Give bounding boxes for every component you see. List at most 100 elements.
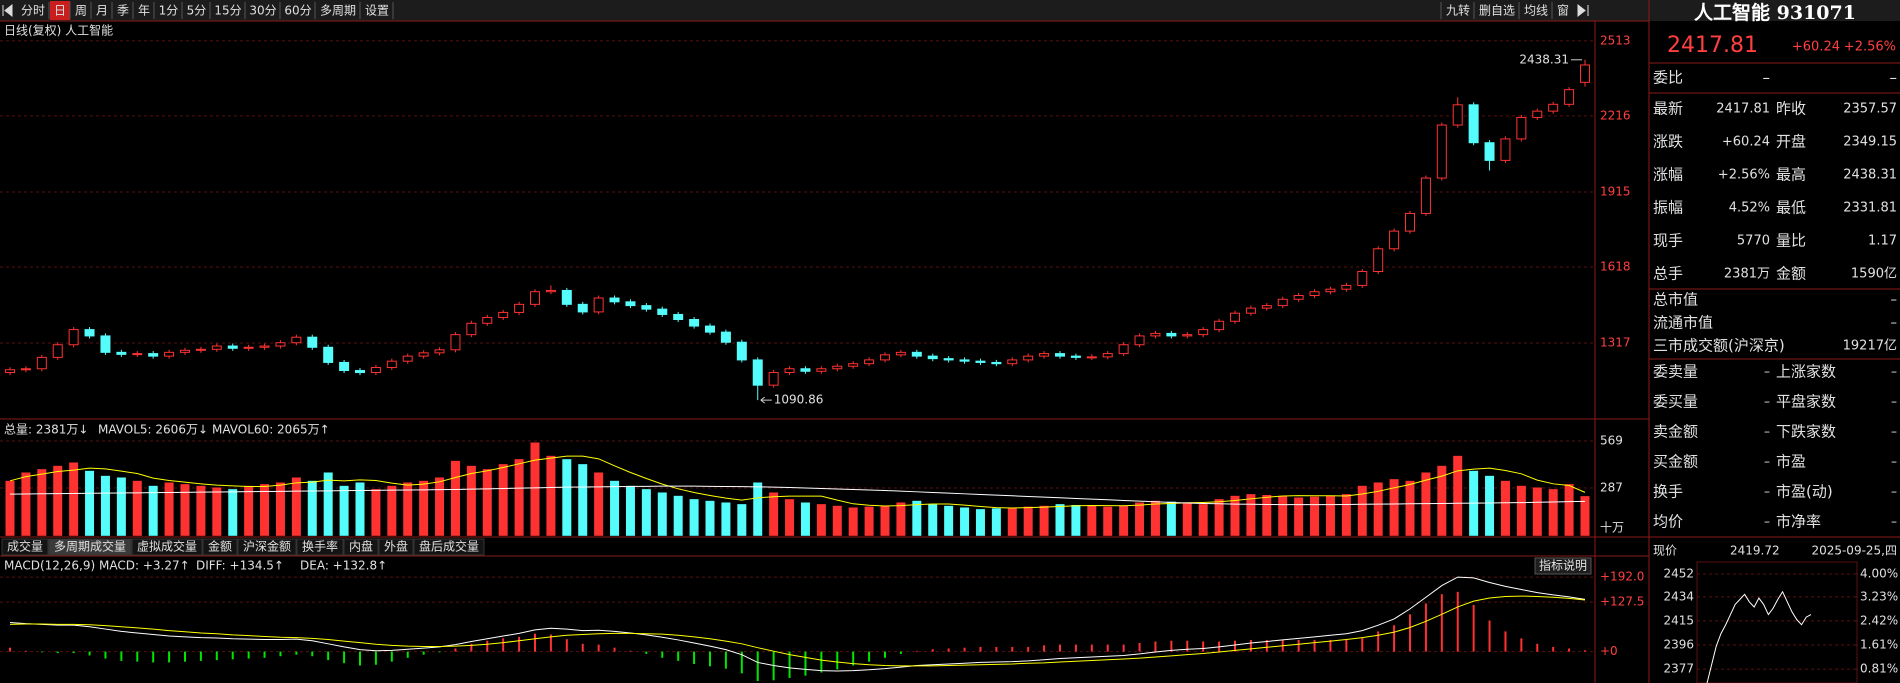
toolbar-button[interactable]: 删自选: [1479, 4, 1515, 18]
tab[interactable]: [237, 538, 297, 556]
toolbar-button[interactable]: 多周期: [320, 4, 356, 18]
volume-bar: [1373, 482, 1383, 536]
mini-pct-label: 3.23%: [1860, 589, 1898, 603]
market-value: –: [1891, 293, 1898, 308]
tab-label[interactable]: 成交量: [7, 539, 43, 554]
volume-bar: [244, 485, 254, 536]
candle-body: [545, 289, 556, 293]
toolbar-button[interactable]: 1分: [159, 4, 179, 18]
candle-body: [450, 334, 461, 351]
volume-bar: [1214, 499, 1224, 536]
volume-bar: [928, 504, 938, 536]
tab[interactable]: [378, 538, 414, 556]
volume-bar: [1580, 496, 1590, 536]
quote-price: 2417.81: [1667, 33, 1758, 58]
tab-label[interactable]: 沪深金额: [243, 539, 291, 554]
tab[interactable]: [1, 538, 49, 556]
toolbar-button[interactable]: 月: [96, 4, 108, 18]
volume-bar: [1182, 503, 1192, 536]
tab-label[interactable]: 多周期成交量: [54, 539, 126, 554]
volume-bar: [275, 482, 285, 536]
stat-label: 现手: [1653, 232, 1683, 250]
toolbar-button[interactable]: 60分: [284, 4, 311, 18]
tab[interactable]: [48, 538, 132, 556]
macd-tick-label: +0: [1600, 644, 1618, 658]
candle-body: [514, 303, 525, 313]
candle-body: [1023, 355, 1034, 361]
volume-bar: [21, 472, 31, 536]
candle-body: [1182, 334, 1193, 337]
candle-body: [1341, 284, 1352, 290]
candle-body: [768, 372, 779, 386]
volume-bar: [450, 460, 460, 536]
candle-body: [864, 359, 875, 365]
candle-body: [1102, 353, 1113, 358]
market-value: 19217亿: [1843, 339, 1897, 354]
toolbar-button[interactable]: 日: [54, 4, 66, 18]
toolbar-button[interactable]: 分时: [21, 4, 45, 18]
tab-label[interactable]: 内盘: [349, 539, 373, 554]
volume-bar: [1230, 495, 1240, 536]
toolbar-button[interactable]: 九转: [1446, 3, 1470, 18]
volume-bar: [1564, 484, 1574, 536]
tab[interactable]: [202, 538, 238, 556]
order-value: –: [1764, 485, 1770, 499]
volume-bar: [1294, 497, 1304, 536]
toolbar-button[interactable]: 季: [117, 4, 129, 18]
volume-bar: [228, 489, 238, 536]
volume-bar: [944, 505, 954, 536]
candle-body: [211, 345, 222, 350]
candle-body: [148, 353, 159, 357]
toolbar-back-icon[interactable]: [2, 3, 13, 18]
toolbar-button[interactable]: 年: [138, 4, 150, 18]
toolbar-button[interactable]: 5分: [187, 4, 207, 18]
candle-body: [370, 366, 381, 374]
tab-label[interactable]: 盘后成交量: [419, 539, 479, 554]
tab[interactable]: [413, 538, 485, 556]
tab-label[interactable]: 外盘: [384, 539, 408, 554]
volume-bar: [1119, 505, 1129, 536]
volume-bar: [705, 500, 715, 536]
volume-bar: [355, 482, 365, 536]
volume-bar: [1278, 495, 1288, 536]
volume-bar: [721, 502, 731, 536]
toolbar-button[interactable]: 周: [75, 4, 87, 18]
volume-bar: [800, 502, 810, 536]
volume-bar: [1103, 506, 1113, 536]
candle-body: [991, 361, 1002, 365]
indicator-button[interactable]: 指标说明: [1539, 558, 1587, 573]
volume-bar: [1310, 496, 1320, 536]
indicator-button-bg[interactable]: [1534, 557, 1592, 575]
toolbar-button[interactable]: 15分: [214, 4, 241, 18]
candle-body: [434, 349, 445, 354]
toolbar-button[interactable]: 窗: [1557, 4, 1569, 18]
candle-body: [880, 354, 890, 361]
tab[interactable]: [343, 538, 379, 556]
candle-body: [1245, 307, 1256, 314]
mini-pct-label: 2.42%: [1860, 614, 1898, 628]
candle-body: [1166, 332, 1177, 337]
tab[interactable]: [131, 538, 203, 556]
toolbar-button[interactable]: 均线: [1524, 4, 1548, 18]
mini-title: 现价: [1653, 544, 1677, 558]
candle-body: [466, 322, 477, 336]
candle-body: [816, 368, 827, 372]
tab-label[interactable]: 虚拟成交量: [137, 539, 197, 554]
volume-bar: [69, 462, 79, 536]
tab-label[interactable]: 换手率: [302, 539, 338, 554]
volume-bar: [785, 499, 795, 536]
tab-label[interactable]: 金额: [208, 539, 232, 554]
tab[interactable]: [296, 538, 344, 556]
toolbar-button[interactable]: 30分: [249, 4, 276, 18]
stat-value: 1.17: [1868, 234, 1897, 249]
volume-bar: [1485, 475, 1495, 536]
volume-bar: [753, 482, 763, 536]
stat-label: 涨跌: [1653, 133, 1683, 151]
toolbar-button[interactable]: 设置: [365, 4, 389, 18]
mini-date: 2025-09-25,四: [1811, 544, 1897, 558]
toolbar-forward-icon[interactable]: [1577, 3, 1589, 18]
candle-body: [418, 352, 429, 357]
commission-label: 委比: [1653, 69, 1683, 87]
volume-bar: [1532, 487, 1542, 536]
